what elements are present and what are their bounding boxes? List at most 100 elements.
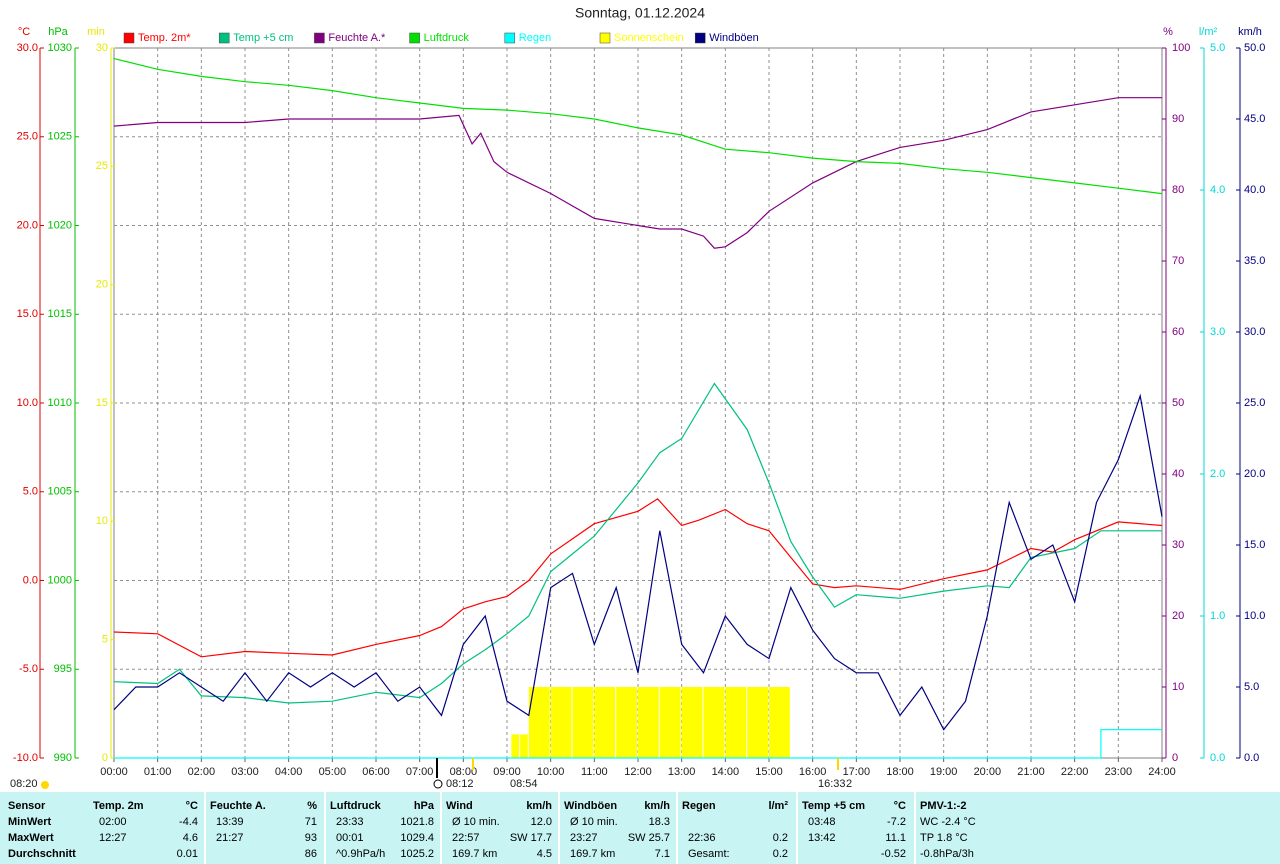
sunshine-bar [638,687,659,758]
series-line [113,498,1163,658]
y-tick-label: 60 [1172,326,1184,338]
section-unit: km/h [526,800,552,812]
y-tick-label: 15.0 [17,308,38,320]
cell-time: 00:01 [336,832,364,844]
section-unit: % [307,800,317,812]
axis-title: °C [18,26,30,38]
y-tick-label: 40 [1172,468,1184,480]
series-line [113,58,1163,195]
y-tick-label: 20 [96,279,108,291]
y-tick-label: 45.0 [1244,113,1265,125]
cell-time: 02:00 [99,816,127,828]
cell-time: 03:48 [808,816,836,828]
y-tick-label: 40.0 [1244,184,1265,196]
moon-icon [433,779,443,789]
y-tick-label: 1005 [48,486,72,498]
y-tick-label: 5.0 [1210,42,1225,54]
y-tick-label: 10 [96,515,108,527]
legend-label: Windböen [709,32,759,44]
y-tick-label: 990 [54,752,72,764]
x-tick-label: 22:00 [1061,766,1089,778]
y-tick-label: 1025 [48,131,72,143]
chart: Sonntag, 01.12.2024 00:00 01:00 02:00 03:00… [10,5,1265,790]
sunshine-bar [528,687,550,758]
y-tick-label: 10.0 [1244,610,1265,622]
y-tick-label: 20.0 [17,219,38,231]
legend-swatch [123,32,135,44]
sunshine-bar [703,687,725,758]
y-tick-label: 10.0 [17,397,38,409]
legend-swatch [599,32,611,44]
y-tick-label: 30.0 [1244,326,1265,338]
x-tick-label: 14:00 [712,766,740,778]
y-tick-label: 20.0 [1244,468,1265,480]
axis-title: min [87,26,105,38]
legend-label: Regen [519,32,551,44]
axis-title: % [1163,26,1173,38]
cell-value: SW 17.7 [509,832,552,844]
section-unit: °C [893,800,906,812]
sunshine-bar [511,734,520,758]
cell: TP 1.8 °C [920,832,968,844]
sunshine-bar [725,687,747,758]
x-tick-label: 19:00 [930,766,958,778]
cell-value: 7.1 [654,848,670,860]
cell: -0.8hPa/3h [920,848,974,860]
annotation: 08:54 [510,778,538,790]
legend-label: Sonnenschein [614,32,684,44]
y-tick-label: 25 [96,160,108,172]
y-tick-label: 10 [1172,681,1184,693]
cell-time: 21:27 [216,832,244,844]
separator [796,792,798,864]
cell-value: 1029.4 [400,832,434,844]
axis-title: hPa [48,26,68,38]
y-tick-label: 1030 [48,42,72,54]
y-tick-label: 1015 [48,308,72,320]
legend-swatch [218,32,230,44]
y-tick-label: 25.0 [17,131,38,143]
section-unit: l/m² [768,800,788,812]
y-tick-label: 0 [1172,752,1178,764]
x-tick-label: 12:00 [624,766,652,778]
y-tick-label: 100 [1172,42,1190,54]
sun-icon [41,781,49,789]
cell-time: 22:36 [688,832,716,844]
cell-value: 11.1 [885,832,906,844]
annotation: 08:12 [446,778,474,790]
axis-title: km/h [1238,26,1262,38]
cell: WC -2.4 °C [920,816,976,828]
separator [324,792,326,864]
y-tick-label: 5 [102,634,108,646]
sunshine-bar [520,734,528,758]
y-tick-label: 30 [1172,539,1184,551]
y-tick-label: 25.0 [1244,397,1265,409]
sunshine-bar [572,687,594,758]
separator [676,792,678,864]
cell-value: 0.2 [772,832,788,844]
y-tick-label: 2.0 [1210,468,1225,480]
cell-value: 86 [304,848,317,860]
legend-label: Feuchte A.* [328,32,386,44]
y-tick-label: 5.0 [1244,681,1259,693]
legend-swatch [409,32,420,44]
cell-value: 71 [304,816,317,828]
x-tick-label: 03:00 [231,766,259,778]
cell-time: 169.7 km [570,848,616,860]
cell-time: 13:42 [808,832,836,844]
cell-value: 0.2 [772,848,788,860]
y-tick-label: 30.0 [17,42,38,54]
separator [204,792,206,864]
sunshine-bar [747,687,768,758]
x-tick-label: 24:00 [1148,766,1176,778]
x-tick-label: 01:00 [144,766,172,778]
legend-label: Temp +5 cm [233,32,293,44]
legend-label: Luftdruck [424,32,470,44]
y-tick-label: 0 [102,752,108,764]
section-unit: °C [185,800,198,812]
y-tick-label: 1.0 [1210,610,1225,622]
annotation: 16:33 [818,778,846,790]
row-label: MinWert [8,816,52,828]
sunshine-bar [659,687,681,758]
series-line [114,729,1162,759]
